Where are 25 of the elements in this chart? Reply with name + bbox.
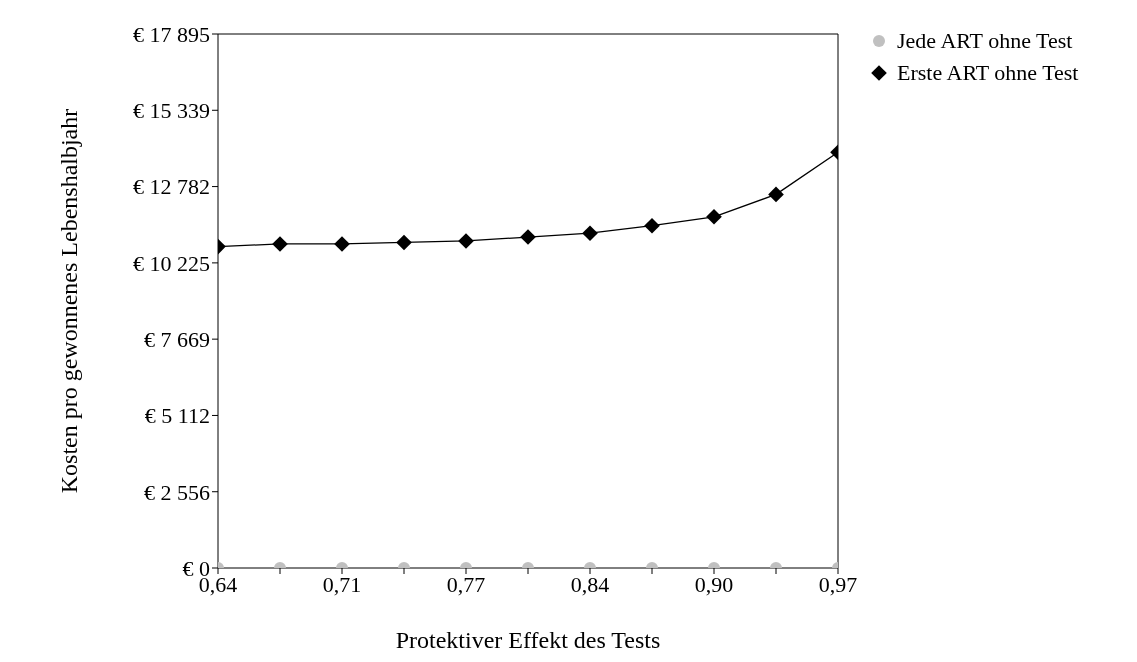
y-tick-label: € 12 782 <box>133 174 210 200</box>
legend-label: Erste ART ohne Test <box>897 60 1079 86</box>
y-tick-label: € 10 225 <box>133 250 210 276</box>
point <box>334 236 350 252</box>
x-tick-label: 0,97 <box>818 571 858 597</box>
y-tick-label: € 5 112 <box>144 403 210 429</box>
y-tick-label: € 15 339 <box>133 98 210 124</box>
point <box>458 233 474 249</box>
y-tick-label: € 2 556 <box>144 479 210 505</box>
legend-label: Jede ART ohne Test <box>897 28 1073 54</box>
x-axis-title: Protektiver Effekt des Tests <box>395 627 661 653</box>
point <box>272 236 288 252</box>
x-tick-label: 0,84 <box>570 571 610 597</box>
y-tick-label: € 17 895 <box>133 21 210 47</box>
x-tick-label: 0,77 <box>446 571 486 597</box>
y-tick-label: € 7 669 <box>144 326 210 352</box>
point <box>520 229 536 245</box>
point <box>582 225 598 241</box>
point <box>644 217 660 234</box>
x-tick-label: 0,90 <box>694 571 734 597</box>
point <box>396 234 412 251</box>
y-axis-title: Kosten pro gewonnenes Lebenshalbjahr <box>55 108 82 494</box>
x-tick-label: 0,71 <box>322 571 362 597</box>
point <box>768 186 784 203</box>
point <box>706 208 722 225</box>
